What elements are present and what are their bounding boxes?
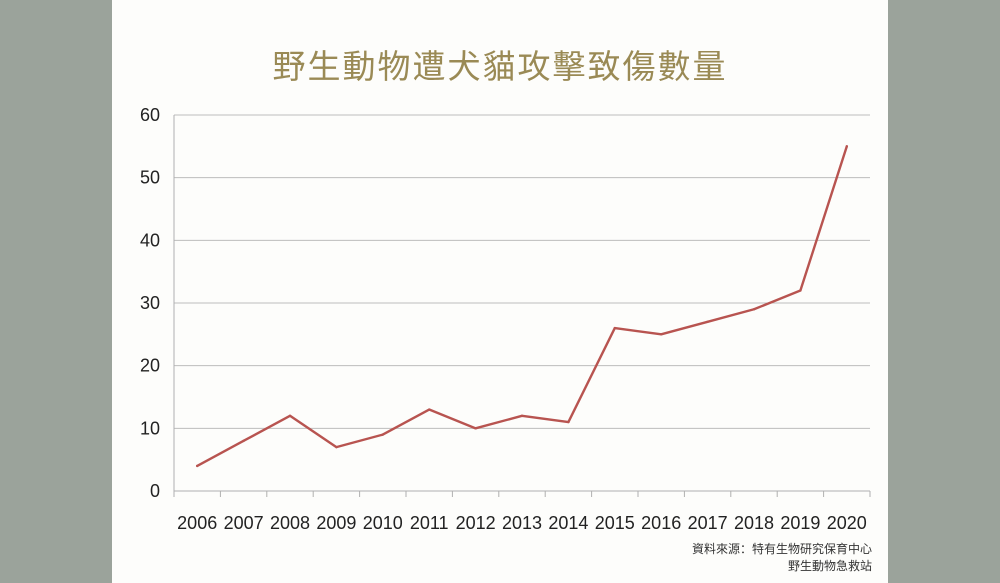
x-tick-label: 2018 — [734, 513, 774, 533]
x-tick-label: 2006 — [177, 513, 217, 533]
chart-title: 野生動物遭犬貓攻擊致傷數量 — [272, 47, 728, 86]
series-line — [195, 145, 848, 468]
x-tick-label: 2014 — [548, 513, 588, 533]
x-tick-label: 2015 — [595, 513, 635, 533]
x-tick-label: 2011 — [410, 513, 449, 533]
x-tick-label: 2013 — [502, 513, 542, 533]
data-point — [845, 145, 848, 148]
series-group — [195, 145, 848, 468]
data-point — [613, 326, 616, 330]
source-line-1: 資料來源：特有生物研究保育中心 — [691, 542, 872, 556]
y-tick-label: 30 — [140, 293, 160, 313]
data-point — [381, 433, 384, 436]
y-tick-label: 20 — [140, 356, 160, 376]
y-tick-label: 0 — [150, 481, 160, 501]
data-point — [660, 333, 663, 336]
data-point — [474, 427, 477, 430]
data-point — [799, 289, 802, 292]
y-tick-label: 60 — [140, 105, 160, 125]
y-tick-label: 50 — [140, 168, 160, 188]
chart-card: 野生動物遭犬貓攻擊致傷數量 0 10 20 30 40 50 60 2006 2007 2008… — [112, 0, 888, 583]
data-point — [335, 445, 338, 449]
y-tick-label: 10 — [140, 418, 160, 438]
source-note: 資料來源：特有生物研究保育中心 野生動物急救站 — [692, 541, 872, 575]
x-tick-label: 2019 — [780, 513, 820, 533]
data-point — [242, 439, 245, 443]
data-point — [428, 408, 431, 411]
x-tick-label: 2016 — [641, 513, 681, 533]
x-tick-label: 2009 — [316, 513, 356, 533]
y-axis-ticks: 0 10 20 30 40 50 60 — [140, 105, 160, 501]
data-point — [752, 308, 756, 311]
x-tick-label: 2017 — [688, 513, 728, 533]
y-tick-label: 40 — [140, 230, 160, 250]
x-tick-label: 2020 — [827, 513, 867, 533]
x-tick-label: 2007 — [224, 513, 264, 533]
x-tick-label: 2010 — [363, 513, 403, 533]
data-point — [706, 320, 709, 323]
x-tick-label: 2008 — [270, 513, 310, 533]
data-point — [567, 420, 570, 424]
source-line-2: 野生動物急救站 — [787, 559, 872, 573]
x-tick-label: 2012 — [456, 513, 496, 533]
gridlines — [173, 114, 871, 497]
x-axis-ticks: 2006 2007 2008 2009 2010 2011 2012 2013 2014 2015… — [177, 513, 867, 533]
data-point — [520, 414, 524, 417]
data-point — [288, 414, 292, 417]
data-point — [196, 464, 199, 468]
